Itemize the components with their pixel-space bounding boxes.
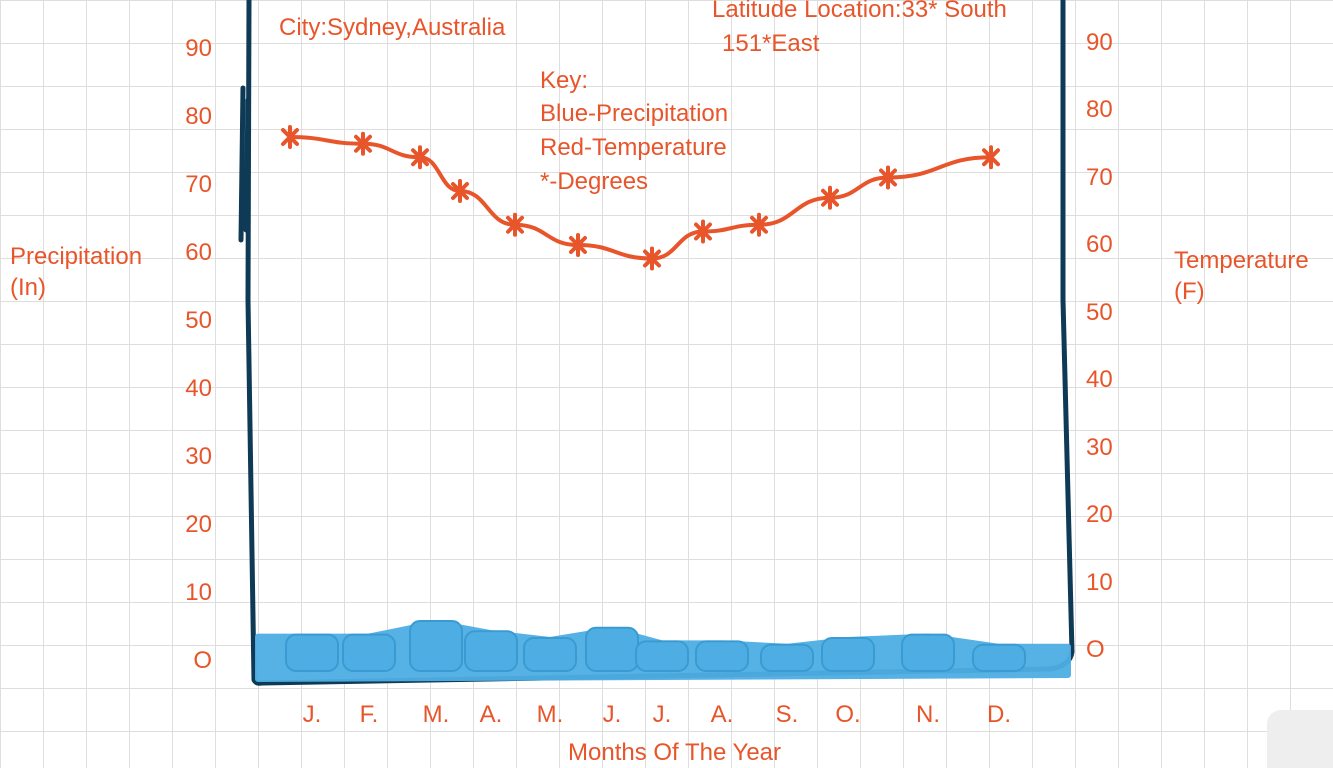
precipitation-bar bbox=[523, 637, 577, 672]
right-tick-label: 70 bbox=[1086, 163, 1113, 191]
month-label: J. bbox=[602, 701, 622, 728]
month-label: O. bbox=[835, 701, 861, 728]
month-label: S. bbox=[775, 701, 799, 728]
temperature-point bbox=[879, 165, 897, 190]
temperature-marker bbox=[821, 185, 839, 210]
left-tick-label: 80 bbox=[185, 103, 212, 130]
month-label: M. bbox=[536, 701, 564, 728]
precipitation-bar bbox=[585, 626, 639, 672]
right-tick-label: 40 bbox=[1086, 366, 1113, 393]
month-label: J. bbox=[302, 701, 322, 728]
temperature-point bbox=[354, 131, 372, 156]
key-temperature: Red-Temperature bbox=[540, 134, 727, 161]
left-tick-label: 20 bbox=[185, 511, 212, 538]
temperature-marker bbox=[411, 145, 429, 170]
precipitation-bar bbox=[901, 633, 955, 672]
left-tick-label: 40 bbox=[185, 375, 212, 402]
temperature-point bbox=[451, 179, 469, 203]
temperature-point bbox=[643, 246, 661, 271]
chart-title-longitude: 151*East bbox=[722, 30, 820, 57]
temperature-marker bbox=[982, 145, 1000, 170]
right-tick-label: 90 bbox=[1086, 28, 1113, 56]
right-tick-label: 30 bbox=[1086, 433, 1113, 461]
key-degrees: *-Degrees bbox=[540, 168, 649, 195]
left-tick-label: 70 bbox=[185, 171, 212, 198]
precipitation-bar bbox=[972, 643, 1026, 672]
temperature-marker bbox=[451, 179, 469, 203]
left-tick-label: 90 bbox=[185, 35, 212, 62]
month-label: A. bbox=[710, 701, 734, 728]
precipitation-bar bbox=[695, 640, 749, 673]
precipitation-bar bbox=[464, 630, 518, 673]
left-tick-label: 30 bbox=[185, 443, 212, 470]
right-tick-label: 10 bbox=[1086, 568, 1113, 596]
month-label: D. bbox=[987, 701, 1011, 728]
temperature-marker bbox=[879, 165, 897, 190]
precipitation-bar bbox=[342, 633, 396, 672]
chart-title-latitude: Latitude Location:33* South bbox=[712, 0, 1007, 23]
temperature-point bbox=[569, 233, 587, 257]
precipitation-bar bbox=[409, 620, 463, 672]
precipitation-bar bbox=[821, 637, 875, 672]
temperature-marker bbox=[750, 212, 768, 237]
temperature-marker bbox=[694, 219, 712, 244]
key-precipitation: Blue-Precipitation bbox=[540, 100, 729, 127]
precipitation-bar bbox=[635, 640, 689, 673]
temperature-point bbox=[281, 125, 299, 149]
precipitation-series bbox=[255, 620, 1071, 682]
precipitation-bar bbox=[760, 643, 814, 672]
right-tick-label: 20 bbox=[1086, 501, 1113, 528]
left-tick-label: 10 bbox=[185, 579, 212, 606]
temperature-point bbox=[506, 212, 524, 237]
temperature-point bbox=[750, 212, 768, 237]
temperature-marker bbox=[569, 233, 587, 257]
right-tick-label: 80 bbox=[1086, 96, 1113, 123]
month-label: N. bbox=[916, 701, 940, 728]
chart-title-city: City:Sydney,Australia bbox=[279, 14, 506, 41]
month-label: J. bbox=[652, 701, 672, 728]
key-heading: Key: bbox=[540, 67, 589, 94]
temperature-point bbox=[694, 219, 712, 244]
left-tick-label: 50 bbox=[185, 307, 212, 334]
temperature-point bbox=[982, 145, 1000, 170]
precipitation-bar bbox=[285, 633, 339, 672]
month-label: A. bbox=[479, 701, 503, 728]
temperature-marker bbox=[281, 125, 299, 149]
x-axis-title: Months Of The Year bbox=[568, 739, 782, 766]
left-axis-title: Precipitation (In) bbox=[10, 243, 143, 301]
month-label: M. bbox=[422, 701, 450, 728]
right-axis-title: Temperature (F) bbox=[1174, 247, 1309, 305]
left-tick-label: O bbox=[193, 647, 212, 674]
corner-tab[interactable] bbox=[1267, 710, 1333, 768]
left-tick-label: 60 bbox=[185, 239, 212, 266]
temperature-marker bbox=[354, 131, 372, 156]
temperature-point bbox=[821, 185, 839, 210]
temperature-marker bbox=[643, 246, 661, 271]
temperature-series bbox=[281, 125, 1000, 271]
right-tick-label: O bbox=[1086, 636, 1105, 663]
right-tick-label: 50 bbox=[1086, 298, 1113, 326]
temperature-point bbox=[411, 145, 429, 170]
temperature-marker bbox=[506, 212, 524, 237]
right-tick-label: 60 bbox=[1086, 231, 1113, 258]
month-label: F. bbox=[359, 701, 379, 728]
